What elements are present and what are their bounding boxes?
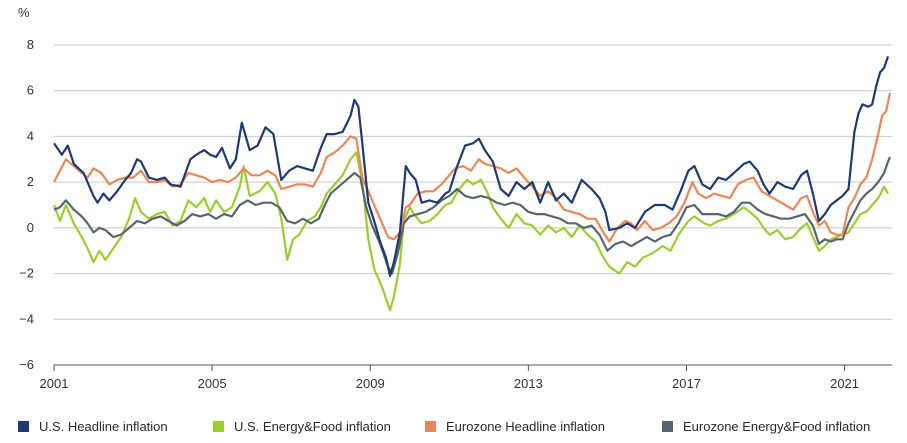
y-axis-ticks: 8 6 4 2 0 −2 −4 −6	[19, 37, 34, 372]
x-tick-label: 2009	[356, 376, 385, 391]
legend-swatch-us-energy-food	[213, 421, 224, 432]
y-tick-label: 4	[27, 128, 34, 143]
legend-label-eurozone-headline: Eurozone Headline inflation	[446, 419, 605, 434]
legend-swatch-us-headline	[18, 421, 29, 432]
y-tick-label: 0	[27, 220, 34, 235]
legend-item-us-energy-food: U.S. Energy&Food inflation	[213, 419, 391, 434]
legend-item-eurozone-headline: Eurozone Headline inflation	[425, 419, 605, 434]
y-tick-label: −4	[19, 311, 34, 326]
series-line-eurozone-headline-inflation	[53, 92, 892, 243]
legend-swatch-eurozone-energy-food	[662, 421, 673, 432]
legend-item-eurozone-energy-food: Eurozone Energy&Food inflation	[662, 419, 870, 434]
legend: U.S. Headline inflation U.S. Energy&Food…	[18, 419, 898, 439]
y-tick-label: 6	[27, 83, 34, 98]
legend-label-us-energy-food: U.S. Energy&Food inflation	[234, 419, 391, 434]
legend-label-us-headline: U.S. Headline inflation	[39, 419, 168, 434]
legend-swatch-eurozone-headline	[425, 421, 436, 432]
y-tick-label: −6	[19, 357, 34, 372]
series-lines	[52, 56, 892, 312]
inflation-line-chart: % 8 6 4 2 0 −2 −4 −6 2001 2005 2009 2013 2017 2021	[18, 5, 892, 391]
legend-label-eurozone-energy-food: Eurozone Energy&Food inflation	[683, 419, 871, 434]
x-tick-label: 2001	[40, 376, 69, 391]
gridlines	[54, 44, 892, 366]
x-tick-label: 2013	[514, 376, 543, 391]
series-line-u-s-energy-food-inflation	[52, 151, 889, 312]
y-axis-unit-label: %	[18, 5, 30, 20]
x-tick-label: 2021	[830, 376, 859, 391]
legend-item-us-headline: U.S. Headline inflation	[18, 419, 168, 434]
x-axis-ticks: 2001 2005 2009 2013 2017 2021	[40, 365, 859, 391]
y-tick-label: 8	[27, 37, 34, 52]
x-tick-label: 2017	[672, 376, 701, 391]
x-tick-label: 2005	[198, 376, 227, 391]
series-line-eurozone-energy-food-inflation	[53, 156, 892, 275]
y-tick-label: −2	[19, 266, 34, 281]
y-tick-label: 2	[27, 174, 34, 189]
series-line-u-s-headline-inflation	[53, 56, 890, 277]
